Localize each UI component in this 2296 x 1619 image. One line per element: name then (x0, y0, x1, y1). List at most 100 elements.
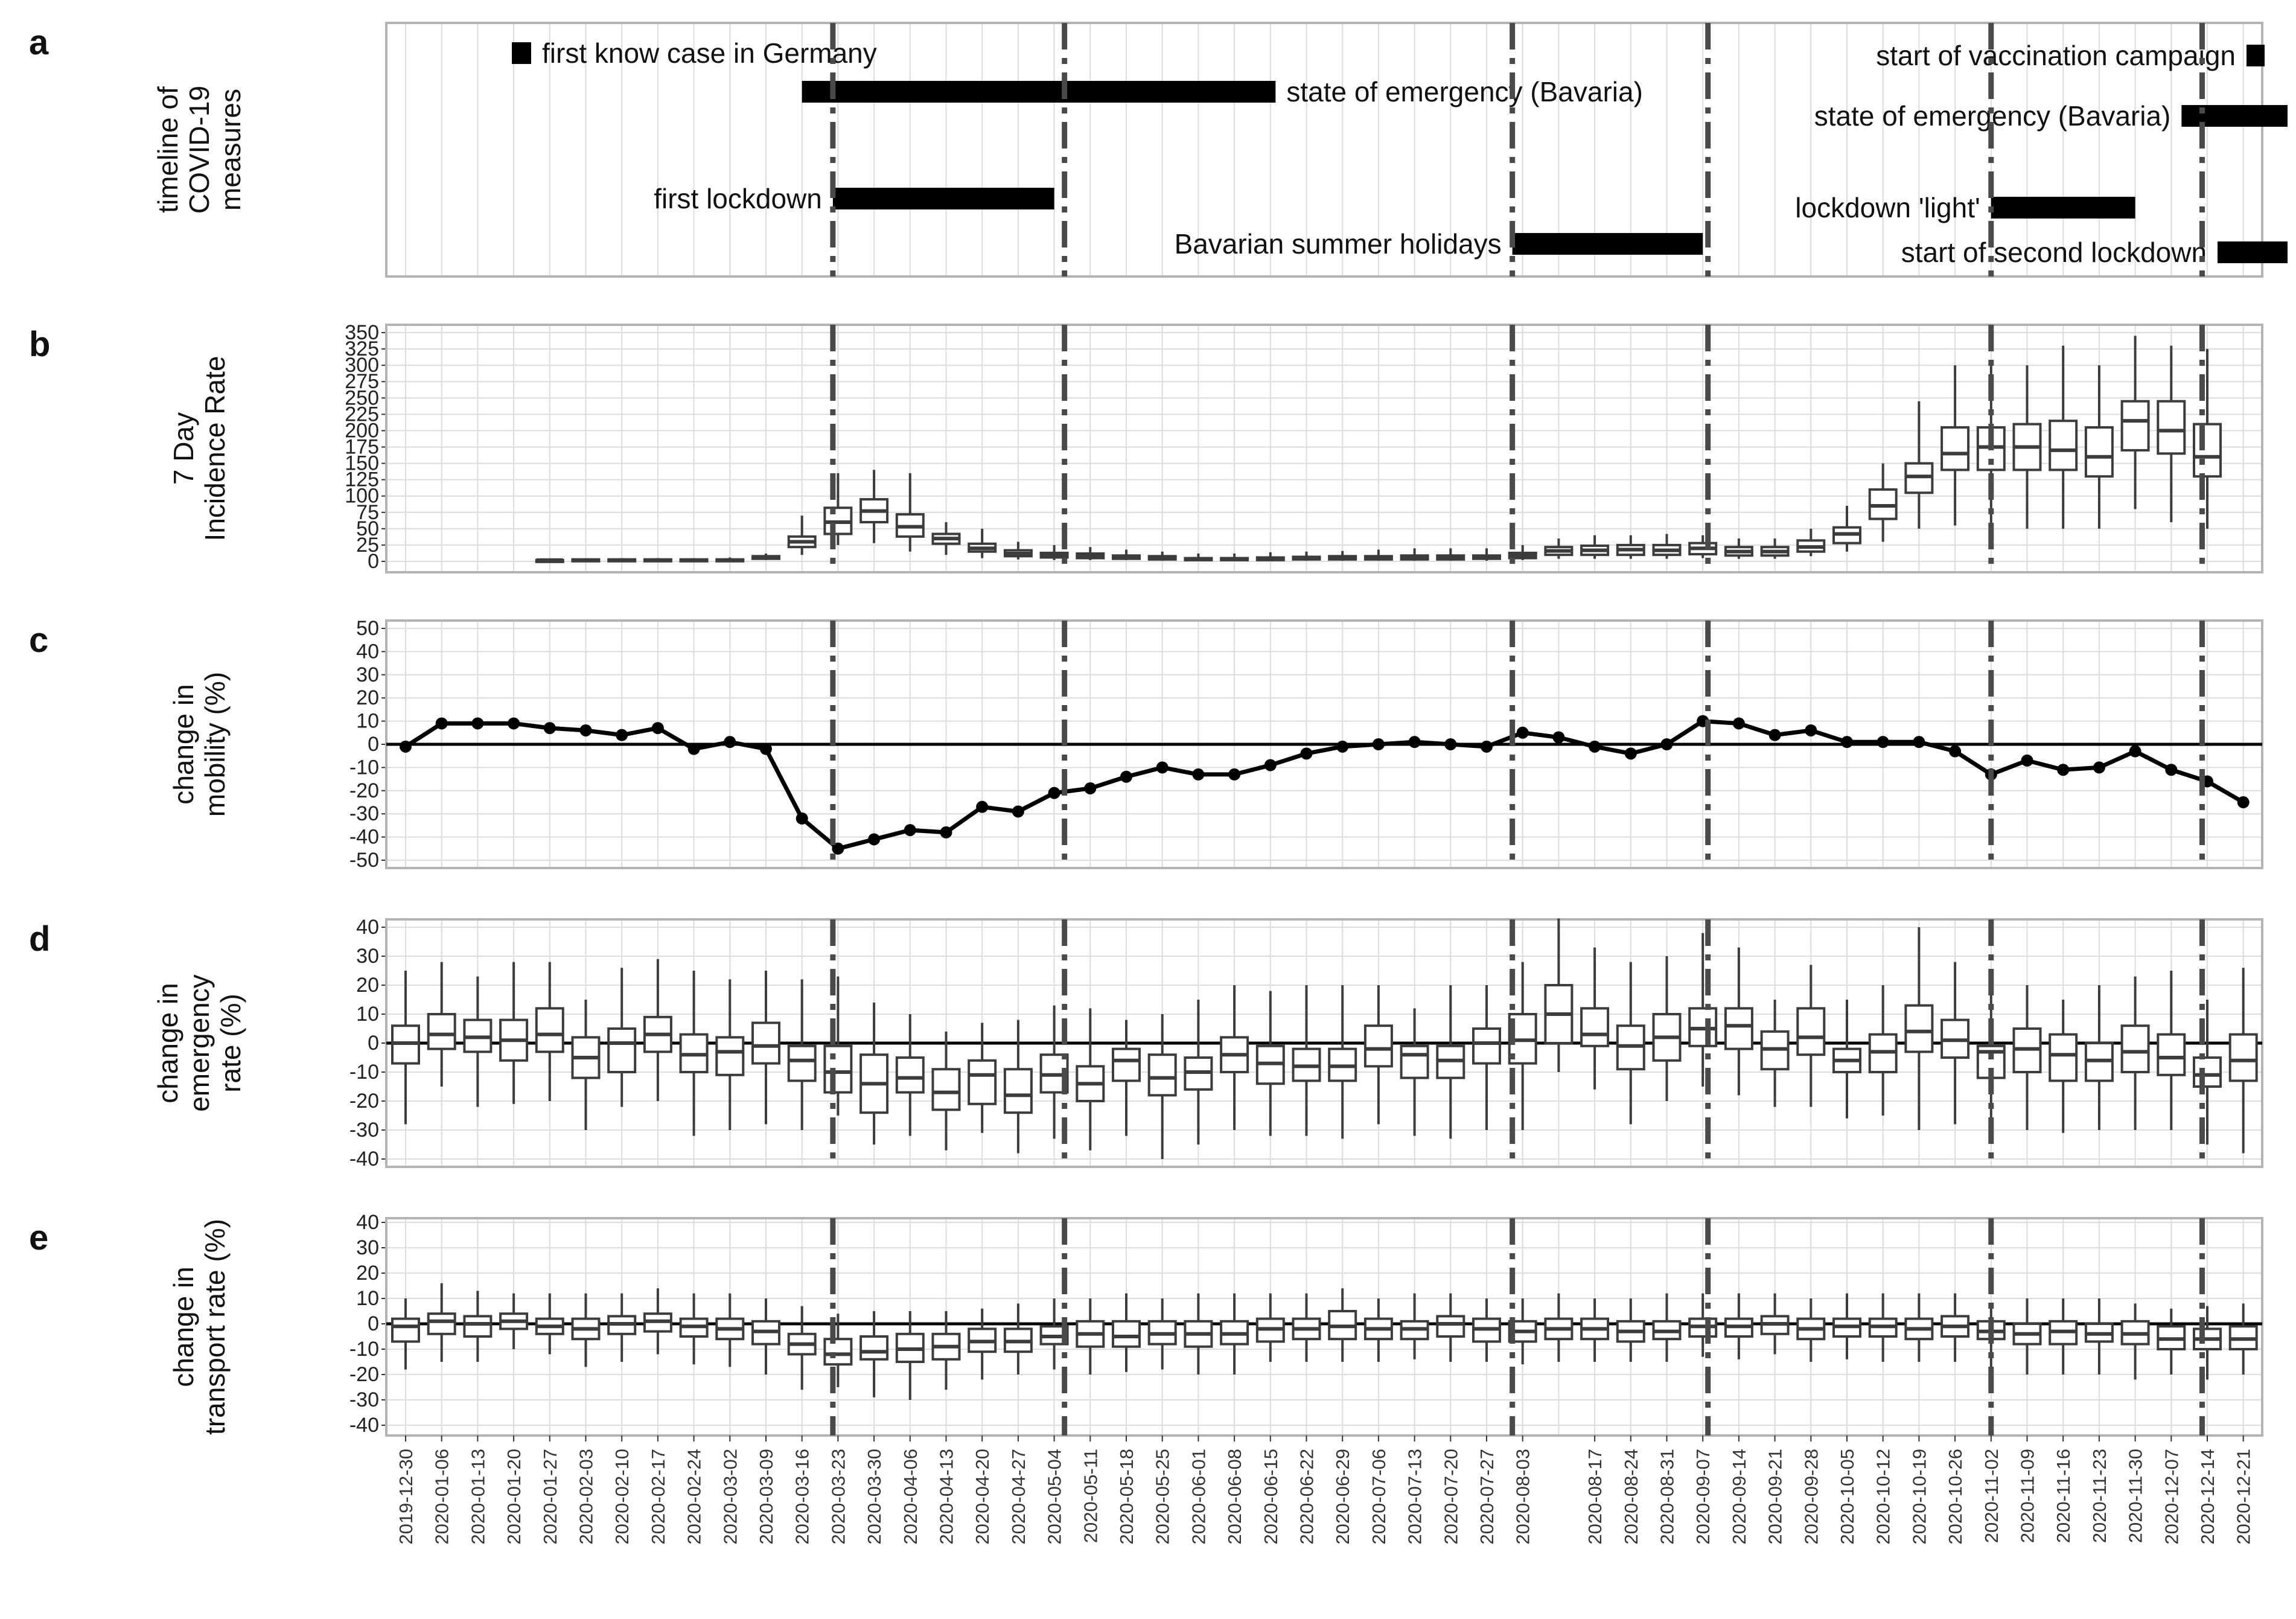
x-tick-label: 2020-05-11 (1080, 1449, 1101, 1543)
boxplot (1652, 956, 1682, 1101)
boxplot (2084, 365, 2114, 529)
box (2157, 1033, 2186, 1076)
y-tick-label: 275 (345, 370, 379, 393)
boxplot (2120, 1303, 2150, 1380)
boxplot (1760, 1293, 1790, 1355)
x-tick-label: 2020-07-06 (1368, 1449, 1389, 1545)
y-axis-title: timeline of COVID-19 measures (152, 86, 246, 214)
mobility-point (1552, 731, 1565, 744)
boxplot (1400, 1008, 1429, 1136)
y-tick-label: 50 (356, 517, 379, 540)
x-tick-label: 2020-08-24 (1621, 1449, 1642, 1545)
box (2049, 1033, 2078, 1082)
box (823, 1044, 853, 1094)
mobility-point (2093, 761, 2105, 774)
boxplot (787, 1306, 817, 1390)
box (2228, 1033, 2258, 1082)
y-tick-label: -40 (349, 1414, 379, 1437)
boxplot (1436, 1293, 1465, 1362)
box (535, 1007, 564, 1053)
box (1147, 1053, 1177, 1097)
box (2193, 1056, 2222, 1088)
y-axis-title: 7 Day Incidence Rate (168, 356, 231, 541)
y-axis-title-line: change in (168, 1266, 199, 1387)
x-tick-label: 2020-10-12 (1873, 1449, 1894, 1545)
boxplot (2193, 1000, 2222, 1145)
boxplot (1616, 962, 1645, 1125)
y-tick-label: 25 (356, 534, 379, 557)
box (931, 1068, 961, 1111)
boxplot (823, 976, 853, 1116)
transport-boxplots (391, 1283, 2258, 1400)
timeline-bar (802, 81, 1276, 103)
boxplot (1328, 551, 1357, 561)
box (1112, 1320, 1141, 1348)
x-tick-label: 2020-07-27 (1476, 1449, 1497, 1545)
box (1436, 1315, 1465, 1338)
boxplot (1255, 1293, 1285, 1362)
y-tick-label: -20 (349, 779, 379, 802)
mobility-point (687, 742, 700, 755)
box (1580, 1007, 1610, 1047)
x-tick-label: 2020-12-21 (2233, 1449, 2254, 1545)
box (1904, 1004, 1934, 1053)
x-tick-label: 2020-01-06 (432, 1449, 453, 1545)
x-tick-label: 2020-03-23 (828, 1449, 849, 1545)
boxplot (1940, 962, 1970, 1125)
y-tick-label: -10 (349, 1338, 379, 1361)
boxplot (931, 522, 961, 555)
y-tick-label: 30 (356, 1236, 379, 1259)
box (1940, 426, 1970, 471)
x-tick-label: 2019-12-30 (395, 1449, 416, 1545)
boxplot (1472, 1298, 1501, 1362)
event-lines (830, 23, 2205, 1435)
boxplot (715, 979, 745, 1130)
timeline-bar (832, 188, 1054, 209)
boxplot (1472, 985, 1501, 1130)
boxplot (1544, 918, 1574, 1072)
x-tick-label: 2020-09-21 (1765, 1449, 1786, 1545)
x-tick-label: 2020-04-06 (900, 1449, 921, 1545)
mobility-point (1949, 745, 1962, 758)
x-tick-label: 2020-08-03 (1513, 1449, 1534, 1545)
y-tick-label: -30 (349, 1388, 379, 1411)
y-axis-title: change in transport rate (%) (168, 1219, 231, 1435)
boxplot (968, 528, 997, 558)
boxplot (1220, 554, 1249, 561)
boxplot (1760, 538, 1790, 559)
y-tick-label: 150 (345, 452, 379, 475)
box (859, 1335, 889, 1361)
mobility-point (579, 724, 592, 736)
x-tick-label: 2020-09-28 (1800, 1449, 1822, 1545)
boxplot (1363, 985, 1393, 1125)
boxplot (463, 1291, 493, 1362)
y-tick-label: 125 (345, 468, 379, 491)
mobility-point (1660, 738, 1673, 750)
mobility-point (1012, 805, 1024, 818)
mobility-point (1336, 740, 1349, 753)
x-tick-label: 2020-07-20 (1440, 1449, 1461, 1545)
boxplot (607, 1293, 637, 1362)
boxplot (1292, 1293, 1321, 1362)
box (1472, 1027, 1501, 1065)
box (2120, 1024, 2150, 1073)
mobility-point (1624, 747, 1637, 760)
y-tick-label: -40 (349, 826, 379, 849)
y-axis-title-line: emergency (183, 974, 215, 1112)
boxplot (2157, 971, 2186, 1130)
mobility-point (1913, 736, 1925, 749)
boxplot (571, 558, 601, 563)
x-tick-label: 2020-11-02 (1981, 1449, 2002, 1543)
boxplot (1003, 1303, 1033, 1375)
box (2120, 400, 2150, 452)
x-tick-label: 2020-06-08 (1224, 1449, 1245, 1545)
boxplot (427, 1283, 456, 1362)
boxplot (715, 1293, 745, 1367)
boxplot (427, 962, 456, 1087)
mobility-point (400, 740, 412, 753)
boxplot (463, 976, 493, 1107)
mobility-point (868, 833, 881, 846)
y-tick-label: 100 (345, 485, 379, 508)
y-tick-label: 350 (345, 321, 379, 344)
boxplot (607, 558, 637, 563)
